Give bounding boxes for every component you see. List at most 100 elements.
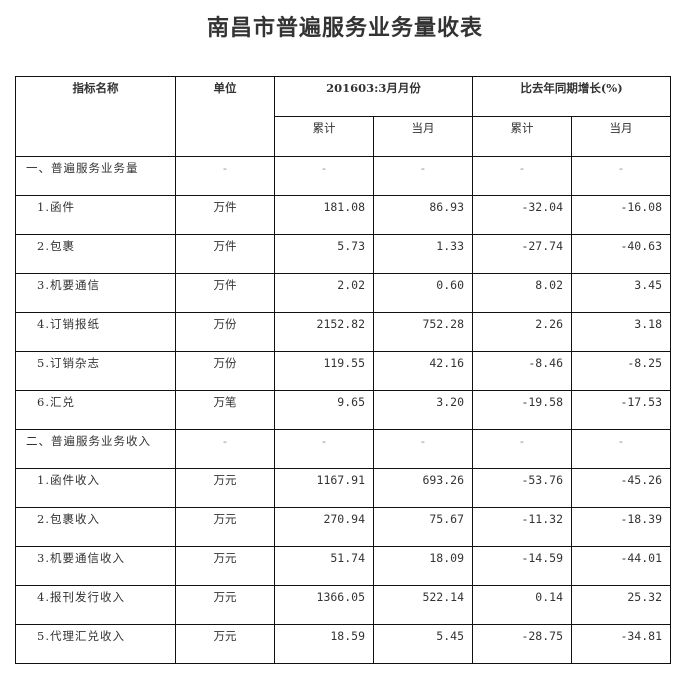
row-month: 5.45: [373, 624, 473, 664]
row-growth-month: 3.18: [571, 312, 671, 352]
row-unit: -: [175, 429, 275, 469]
row-name: 一、普遍服务业务量: [15, 156, 176, 196]
row-cumulative: 181.08: [274, 195, 374, 235]
table-row: 3.机要通信收入 万元 51.74 18.09 -14.59 -44.01: [15, 546, 671, 586]
row-growth-month: -40.63: [571, 234, 671, 274]
table-row: 2.包裹 万件 5.73 1.33 -27.74 -40.63: [15, 234, 671, 274]
row-cumulative: 270.94: [274, 507, 374, 547]
page-title: 南昌市普遍服务业务量收表: [206, 15, 483, 41]
row-name: 1.函件: [15, 195, 176, 235]
row-month: 42.16: [373, 351, 473, 391]
row-growth-month: -: [571, 429, 671, 469]
row-cumulative: -: [274, 156, 374, 196]
row-growth-month: -: [571, 156, 671, 196]
row-month: 752.28: [373, 312, 473, 352]
row-growth-month: 25.32: [571, 585, 671, 625]
row-growth-cumulative: -14.59: [472, 546, 572, 586]
row-cumulative: 119.55: [274, 351, 374, 391]
row-unit: 万笔: [175, 390, 275, 430]
row-unit: 万份: [175, 312, 275, 352]
header-name: 指标名称: [15, 76, 176, 157]
row-name: 1.函件收入: [15, 468, 176, 508]
row-month: 693.26: [373, 468, 473, 508]
row-month: -: [373, 429, 473, 469]
row-name: 3.机要通信收入: [15, 546, 176, 586]
row-month: 86.93: [373, 195, 473, 235]
section-row: 二、普遍服务业务收入 - - - - -: [15, 429, 671, 469]
row-growth-cumulative: 0.14: [472, 585, 572, 625]
row-name: 5.代理汇兑收入: [15, 624, 176, 664]
row-month: -: [373, 156, 473, 196]
table-row: 1.函件收入 万元 1167.91 693.26 -53.76 -45.26: [15, 468, 671, 508]
row-growth-cumulative: -: [472, 156, 572, 196]
row-growth-cumulative: -19.58: [472, 390, 572, 430]
row-unit: 万元: [175, 546, 275, 586]
row-growth-month: -8.25: [571, 351, 671, 391]
section-row: 一、普遍服务业务量 - - - - -: [15, 156, 671, 196]
row-cumulative: 5.73: [274, 234, 374, 274]
row-growth-cumulative: -32.04: [472, 195, 572, 235]
row-name: 二、普遍服务业务收入: [15, 429, 176, 469]
row-growth-month: -44.01: [571, 546, 671, 586]
row-growth-cumulative: -53.76: [472, 468, 572, 508]
row-name: 2.包裹: [15, 234, 176, 274]
row-cumulative: 1167.91: [274, 468, 374, 508]
header-month: 当月: [373, 116, 473, 157]
header-growth-month: 当月: [571, 116, 671, 157]
table-row: 5.代理汇兑收入 万元 18.59 5.45 -28.75 -34.81: [15, 624, 671, 664]
row-growth-month: -16.08: [571, 195, 671, 235]
row-unit: 万件: [175, 273, 275, 313]
row-growth-cumulative: -8.46: [472, 351, 572, 391]
row-month: 75.67: [373, 507, 473, 547]
row-cumulative: 2152.82: [274, 312, 374, 352]
row-name: 4.订销报纸: [15, 312, 176, 352]
row-month: 18.09: [373, 546, 473, 586]
header-growth: 比去年同期增长(%): [472, 76, 671, 117]
row-growth-cumulative: -: [472, 429, 572, 469]
row-growth-cumulative: -11.32: [472, 507, 572, 547]
row-growth-cumulative: -27.74: [472, 234, 572, 274]
row-cumulative: 9.65: [274, 390, 374, 430]
stats-table: 指标名称 单位 201603:3月月份 比去年同期增长(%) 累计 当月 累计 …: [15, 76, 671, 664]
table-row: 5.订销杂志 万份 119.55 42.16 -8.46 -8.25: [15, 351, 671, 391]
row-growth-cumulative: -28.75: [472, 624, 572, 664]
row-month: 522.14: [373, 585, 473, 625]
row-name: 2.包裹收入: [15, 507, 176, 547]
row-name: 4.报刊发行收入: [15, 585, 176, 625]
table-row: 6.汇兑 万笔 9.65 3.20 -19.58 -17.53: [15, 390, 671, 430]
row-unit: 万元: [175, 585, 275, 625]
row-month: 0.60: [373, 273, 473, 313]
row-unit: 万份: [175, 351, 275, 391]
header-cumulative: 累计: [274, 116, 374, 157]
header-period: 201603:3月月份: [274, 76, 473, 117]
row-unit: -: [175, 156, 275, 196]
row-cumulative: -: [274, 429, 374, 469]
row-month: 1.33: [373, 234, 473, 274]
header-unit: 单位: [175, 76, 275, 157]
row-cumulative: 1366.05: [274, 585, 374, 625]
table-row: 1.函件 万件 181.08 86.93 -32.04 -16.08: [15, 195, 671, 235]
row-cumulative: 51.74: [274, 546, 374, 586]
table-row: 4.订销报纸 万份 2152.82 752.28 2.26 3.18: [15, 312, 671, 352]
header-growth-cumulative: 累计: [472, 116, 572, 157]
row-growth-month: -18.39: [571, 507, 671, 547]
row-unit: 万件: [175, 195, 275, 235]
row-cumulative: 18.59: [274, 624, 374, 664]
row-name: 6.汇兑: [15, 390, 176, 430]
row-growth-month: -34.81: [571, 624, 671, 664]
row-unit: 万元: [175, 468, 275, 508]
row-cumulative: 2.02: [274, 273, 374, 313]
row-unit: 万件: [175, 234, 275, 274]
row-growth-cumulative: 8.02: [472, 273, 572, 313]
row-growth-month: -17.53: [571, 390, 671, 430]
row-growth-month: -45.26: [571, 468, 671, 508]
row-growth-cumulative: 2.26: [472, 312, 572, 352]
row-name: 5.订销杂志: [15, 351, 176, 391]
table-row: 3.机要通信 万件 2.02 0.60 8.02 3.45: [15, 273, 671, 313]
table-row: 2.包裹收入 万元 270.94 75.67 -11.32 -18.39: [15, 507, 671, 547]
row-name: 3.机要通信: [15, 273, 176, 313]
row-unit: 万元: [175, 507, 275, 547]
row-unit: 万元: [175, 624, 275, 664]
table-row: 4.报刊发行收入 万元 1366.05 522.14 0.14 25.32: [15, 585, 671, 625]
row-month: 3.20: [373, 390, 473, 430]
